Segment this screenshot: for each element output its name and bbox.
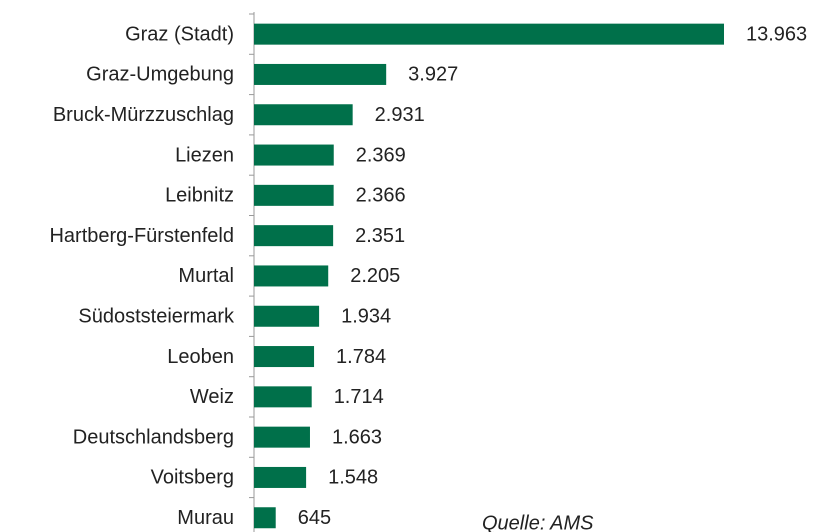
bar — [254, 144, 334, 166]
category-label: Weiz — [190, 386, 234, 408]
value-label: 1.714 — [334, 386, 384, 408]
category-label: Leibnitz — [165, 185, 234, 207]
value-label: 2.205 — [350, 265, 400, 287]
category-label: Murtal — [178, 265, 234, 287]
bar — [254, 507, 276, 529]
value-label: 13.963 — [746, 23, 807, 45]
value-label: 2.351 — [355, 225, 405, 247]
bar — [254, 184, 334, 206]
category-label: Voitsberg — [151, 467, 234, 489]
bar — [254, 346, 315, 368]
bar — [254, 386, 312, 408]
bar — [254, 265, 329, 287]
category-label: Hartberg-Fürstenfeld — [49, 225, 234, 247]
value-label: 3.927 — [408, 64, 458, 86]
category-label: Murau — [177, 507, 234, 529]
bar — [254, 63, 387, 85]
category-label: Graz (Stadt) — [125, 23, 234, 45]
category-label: Bruck-Mürzzuschlag — [53, 104, 234, 126]
category-label: Leoben — [167, 346, 234, 368]
source-note: Quelle: AMS — [482, 512, 594, 532]
value-label: 2.369 — [356, 144, 406, 166]
category-label: Deutschlandsberg — [73, 426, 234, 448]
bar — [254, 104, 353, 126]
bar — [254, 23, 724, 45]
bar — [254, 225, 334, 247]
value-label: 2.366 — [356, 185, 406, 207]
value-label: 1.784 — [336, 346, 386, 368]
category-label: Südoststeiermark — [78, 306, 235, 328]
category-label: Liezen — [175, 144, 234, 166]
bar — [254, 305, 320, 327]
value-label: 1.548 — [328, 467, 378, 489]
category-label: Graz-Umgebung — [86, 64, 234, 86]
value-label: 1.663 — [332, 426, 382, 448]
bar — [254, 426, 310, 448]
value-label: 1.934 — [341, 306, 391, 328]
value-label: 2.931 — [375, 104, 425, 126]
bar — [254, 466, 307, 488]
value-label: 645 — [298, 507, 331, 529]
